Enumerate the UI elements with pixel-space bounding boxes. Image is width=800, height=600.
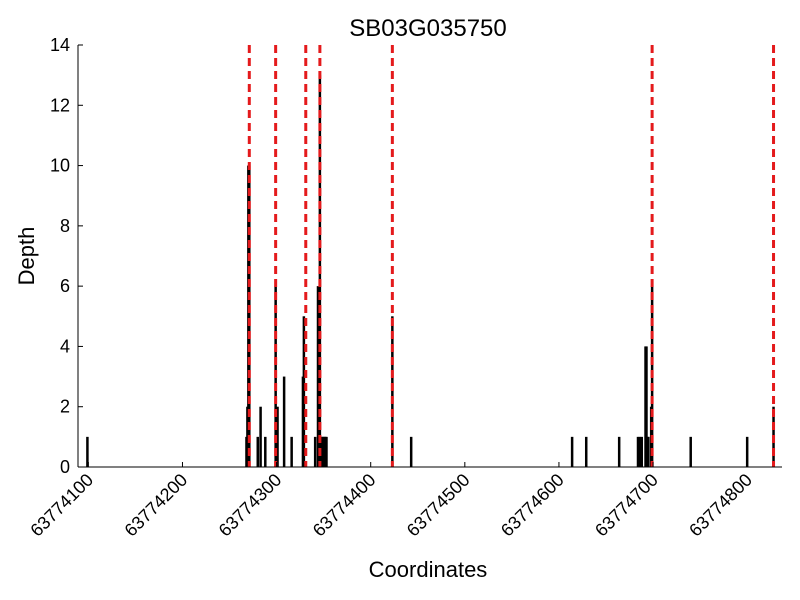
x-axis-label: Coordinates <box>369 557 488 582</box>
x-tick-label: 63774600 <box>497 470 568 541</box>
bar <box>638 436 642 467</box>
bar <box>248 165 251 468</box>
x-tick-label: 63774200 <box>121 470 192 541</box>
x-tick-label: 63774300 <box>215 470 286 541</box>
bar <box>325 436 328 467</box>
y-tick-label: 8 <box>60 216 70 236</box>
bar <box>259 406 262 467</box>
bar <box>391 316 394 467</box>
bar <box>745 436 749 467</box>
y-tick-label: 6 <box>60 276 70 296</box>
chart-title: SB03G035750 <box>349 15 506 42</box>
x-tick-label: 63774500 <box>403 470 474 541</box>
y-tick-label: 10 <box>50 156 70 176</box>
bar <box>647 436 650 467</box>
bar <box>640 436 644 467</box>
y-tick-label: 0 <box>60 457 70 477</box>
y-axis-label: Depth <box>14 227 39 286</box>
bar <box>645 346 648 467</box>
bar <box>290 436 293 467</box>
x-tick-label: 63774100 <box>26 470 97 541</box>
bar <box>282 376 286 467</box>
bar <box>316 286 320 467</box>
x-tick-label: 63774700 <box>591 470 662 541</box>
bar <box>584 436 588 467</box>
bar <box>636 436 640 467</box>
bar <box>409 436 413 467</box>
x-tick-label: 63774400 <box>309 470 380 541</box>
bar <box>302 316 306 467</box>
y-tick-label: 2 <box>60 397 70 417</box>
bar <box>313 436 317 467</box>
bar <box>689 436 692 467</box>
bar <box>86 436 89 467</box>
bar <box>264 436 267 467</box>
bar <box>617 436 621 467</box>
y-tick-label: 12 <box>50 95 70 115</box>
x-tick-label: 63774800 <box>685 470 756 541</box>
y-tick-label: 14 <box>50 35 70 55</box>
bar <box>276 406 279 467</box>
bar <box>570 436 574 467</box>
bar <box>256 436 260 467</box>
y-tick-label: 4 <box>60 336 70 356</box>
